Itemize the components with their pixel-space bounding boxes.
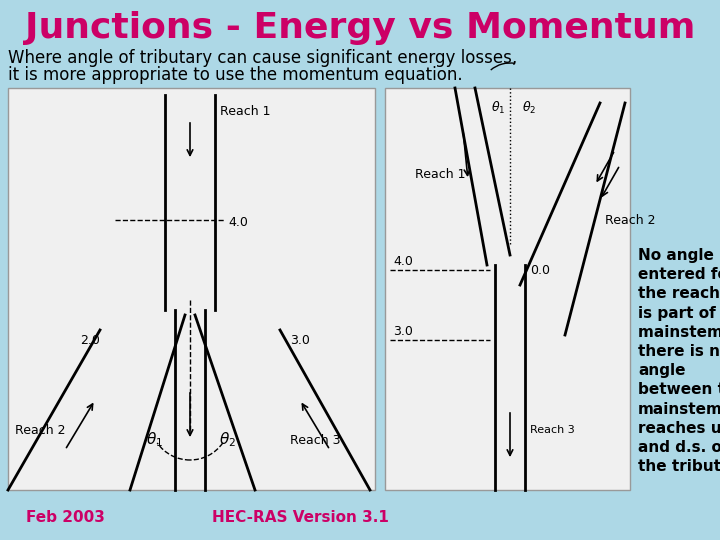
Text: Reach 2: Reach 2 bbox=[15, 423, 66, 436]
Text: Reach 1: Reach 1 bbox=[220, 105, 271, 118]
Text: $\theta_2$: $\theta_2$ bbox=[522, 100, 536, 116]
Text: Reach 2: Reach 2 bbox=[605, 213, 655, 226]
Text: Where angle of tributary can cause significant energy losses,: Where angle of tributary can cause signi… bbox=[8, 49, 517, 67]
Bar bbox=[8, 88, 375, 490]
Text: 4.0: 4.0 bbox=[393, 255, 413, 268]
Text: Junctions - Energy vs Momentum: Junctions - Energy vs Momentum bbox=[24, 11, 696, 45]
Text: 2.0: 2.0 bbox=[80, 334, 100, 347]
Text: Reach 3: Reach 3 bbox=[530, 425, 575, 435]
Text: 0.0: 0.0 bbox=[530, 264, 550, 276]
Text: $\theta_2$: $\theta_2$ bbox=[220, 431, 236, 449]
Text: Feb 2003: Feb 2003 bbox=[26, 510, 104, 525]
Text: 3.0: 3.0 bbox=[290, 334, 310, 347]
Text: HEC-RAS Version 3.1: HEC-RAS Version 3.1 bbox=[212, 510, 388, 525]
Text: it is more appropriate to use the momentum equation.: it is more appropriate to use the moment… bbox=[8, 66, 463, 84]
Bar bbox=[385, 88, 630, 490]
Text: $\theta_1$: $\theta_1$ bbox=[490, 100, 505, 116]
Text: Reach 1: Reach 1 bbox=[415, 168, 466, 181]
Text: 4.0: 4.0 bbox=[228, 215, 248, 228]
Text: 3.0: 3.0 bbox=[393, 325, 413, 338]
Text: Reach 3: Reach 3 bbox=[290, 434, 341, 447]
Text: No angle is
entered for
the reach that
is part of the
mainstem if
there is no
an: No angle is entered for the reach that i… bbox=[638, 248, 720, 474]
Text: $\theta_1$: $\theta_1$ bbox=[146, 431, 163, 449]
